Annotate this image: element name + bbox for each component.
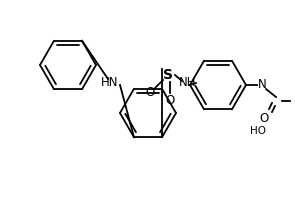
- Text: N: N: [258, 78, 266, 91]
- Text: O: O: [259, 112, 269, 126]
- Text: NH: NH: [179, 76, 197, 89]
- Text: S: S: [163, 68, 173, 82]
- Text: O: O: [165, 95, 175, 107]
- Text: O: O: [145, 87, 155, 99]
- Text: HO: HO: [250, 126, 266, 136]
- Text: HN: HN: [101, 76, 119, 89]
